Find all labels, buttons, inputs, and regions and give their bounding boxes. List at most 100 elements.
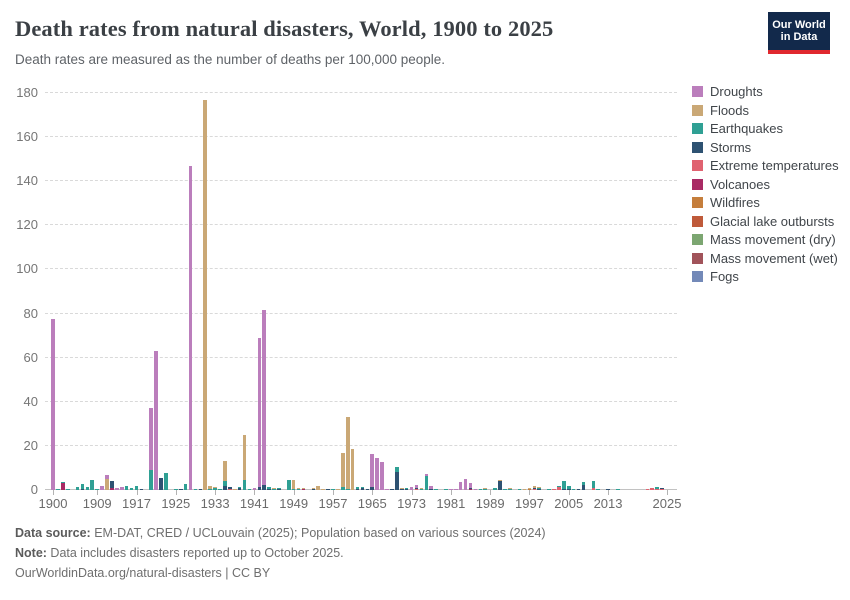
attribution-link[interactable]: OurWorldinData.org/natural-disasters | C… bbox=[15, 566, 271, 580]
bar-1991[interactable] bbox=[498, 480, 502, 490]
bar-1944[interactable] bbox=[267, 487, 271, 490]
bar-1968[interactable] bbox=[385, 488, 389, 490]
bar-2011[interactable] bbox=[596, 489, 601, 490]
bar-2015[interactable] bbox=[616, 489, 620, 490]
bar-1971[interactable] bbox=[399, 487, 404, 490]
bar-1902[interactable] bbox=[61, 482, 65, 490]
bar-1983[interactable] bbox=[458, 481, 463, 490]
bar-1931[interactable] bbox=[203, 99, 208, 490]
bar-1963[interactable] bbox=[360, 486, 365, 490]
bar-2023[interactable] bbox=[655, 486, 659, 490]
bar-1965[interactable] bbox=[370, 454, 375, 490]
bar-1922[interactable] bbox=[159, 478, 163, 490]
bar-1900[interactable] bbox=[51, 319, 55, 490]
bar-1923[interactable] bbox=[164, 473, 168, 490]
bar-2008[interactable] bbox=[581, 482, 586, 490]
bar-2024[interactable] bbox=[660, 487, 664, 490]
bar-2006[interactable] bbox=[571, 489, 576, 490]
bar-1962[interactable] bbox=[355, 487, 360, 490]
bar-1936[interactable] bbox=[228, 487, 232, 490]
bar-1921[interactable] bbox=[154, 351, 158, 490]
bar-1980[interactable] bbox=[444, 489, 448, 490]
bar-2007[interactable] bbox=[576, 489, 581, 490]
bar-1926[interactable] bbox=[178, 488, 183, 490]
bar-2010[interactable] bbox=[591, 480, 596, 490]
bar-1946[interactable] bbox=[277, 487, 281, 490]
bar-1907[interactable] bbox=[85, 486, 90, 490]
bar-1935[interactable] bbox=[223, 461, 227, 490]
bar-1964[interactable] bbox=[365, 489, 370, 490]
bar-1975[interactable] bbox=[419, 487, 424, 490]
bar-1909[interactable] bbox=[95, 489, 99, 490]
bar-1914[interactable] bbox=[119, 487, 124, 490]
bar-1992[interactable] bbox=[503, 489, 507, 490]
bar-1995[interactable] bbox=[517, 489, 522, 490]
bar-1942[interactable] bbox=[257, 338, 262, 490]
bar-1906[interactable] bbox=[80, 484, 85, 490]
bar-1945[interactable] bbox=[272, 487, 276, 490]
bar-1966[interactable] bbox=[375, 458, 379, 490]
bar-1930[interactable] bbox=[198, 489, 203, 490]
bar-1912[interactable] bbox=[110, 480, 114, 490]
bar-1951[interactable] bbox=[301, 488, 306, 490]
bar-1925[interactable] bbox=[174, 488, 178, 490]
bar-1954[interactable] bbox=[316, 485, 321, 490]
bar-1986[interactable] bbox=[473, 489, 478, 490]
bar-1927[interactable] bbox=[183, 483, 188, 490]
bar-1993[interactable] bbox=[508, 488, 512, 490]
bar-1967[interactable] bbox=[380, 461, 384, 490]
bar-1943[interactable] bbox=[262, 309, 266, 490]
bar-1996[interactable] bbox=[522, 489, 527, 490]
bar-1929[interactable] bbox=[193, 488, 198, 490]
bar-1932[interactable] bbox=[208, 485, 212, 490]
bar-1916[interactable] bbox=[129, 488, 134, 490]
bar-2001[interactable] bbox=[547, 489, 551, 490]
bar-1910[interactable] bbox=[100, 486, 104, 490]
bar-2003[interactable] bbox=[557, 486, 561, 490]
bar-1997[interactable] bbox=[527, 488, 532, 490]
bar-1970[interactable] bbox=[395, 466, 399, 490]
bar-1960[interactable] bbox=[345, 417, 350, 490]
bar-1908[interactable] bbox=[90, 480, 95, 490]
bar-1973[interactable] bbox=[409, 486, 414, 490]
bar-1978[interactable] bbox=[434, 489, 438, 490]
bar-1940[interactable] bbox=[247, 488, 252, 490]
bar-1985[interactable] bbox=[468, 482, 473, 490]
bar-1955[interactable] bbox=[321, 489, 325, 490]
bar-1998[interactable] bbox=[532, 485, 537, 490]
bar-2004[interactable] bbox=[562, 481, 566, 490]
bar-1905[interactable] bbox=[75, 487, 80, 490]
bar-1969[interactable] bbox=[390, 488, 394, 490]
bar-1937[interactable] bbox=[232, 488, 237, 490]
bar-1961[interactable] bbox=[350, 449, 355, 490]
bar-1913[interactable] bbox=[115, 488, 119, 490]
bar-1982[interactable] bbox=[453, 489, 458, 490]
bar-1987[interactable] bbox=[478, 489, 483, 490]
bar-2022[interactable] bbox=[650, 488, 655, 490]
bar-1990[interactable] bbox=[493, 487, 497, 490]
bar-1903[interactable] bbox=[65, 488, 70, 490]
bar-1976[interactable] bbox=[424, 474, 429, 490]
bar-1933[interactable] bbox=[213, 486, 217, 490]
bar-1918[interactable] bbox=[139, 489, 144, 490]
bar-1915[interactable] bbox=[124, 485, 129, 490]
bar-1938[interactable] bbox=[237, 486, 242, 490]
bar-2021[interactable] bbox=[645, 489, 650, 490]
bar-1956[interactable] bbox=[326, 489, 330, 490]
bar-1934[interactable] bbox=[218, 489, 222, 490]
bar-1917[interactable] bbox=[134, 486, 139, 490]
bar-1941[interactable] bbox=[252, 488, 257, 490]
bar-1957[interactable] bbox=[331, 489, 335, 490]
bar-1953[interactable] bbox=[311, 487, 316, 490]
bar-2013[interactable] bbox=[606, 488, 610, 490]
bar-1988[interactable] bbox=[483, 487, 488, 490]
bar-1981[interactable] bbox=[449, 488, 453, 490]
bar-1939[interactable] bbox=[242, 434, 247, 490]
bar-1928[interactable] bbox=[188, 165, 193, 490]
bar-2005[interactable] bbox=[566, 485, 571, 490]
bar-1972[interactable] bbox=[404, 487, 409, 490]
bar-1974[interactable] bbox=[414, 484, 419, 490]
bar-1950[interactable] bbox=[296, 488, 301, 490]
bar-1901[interactable] bbox=[56, 489, 60, 490]
bar-1949[interactable] bbox=[291, 479, 296, 490]
